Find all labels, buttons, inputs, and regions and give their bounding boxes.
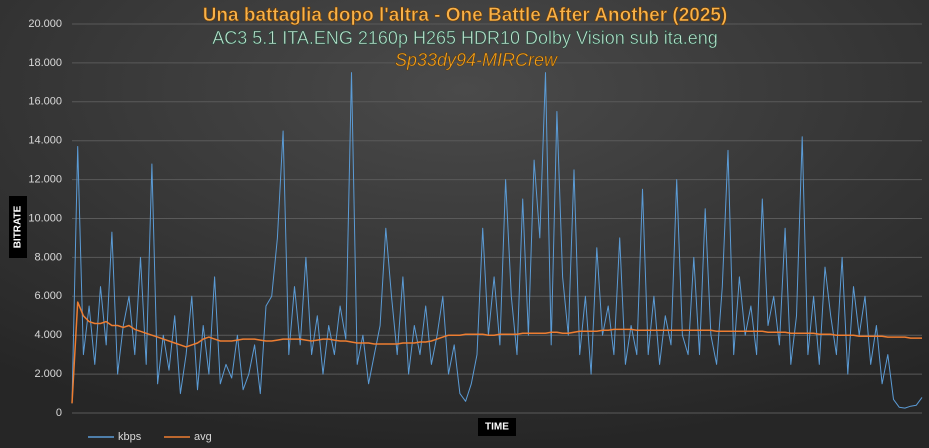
series-line xyxy=(71,301,922,404)
y-label-box xyxy=(9,196,27,258)
y-tick-label: 10.000 xyxy=(28,212,62,224)
y-tick-label: 8.000 xyxy=(34,251,62,263)
series-line xyxy=(71,72,923,409)
chart-title: Una battaglia dopo l'altra - One Battle … xyxy=(203,5,728,26)
chart-subtitle: AC3 5.1 ITA.ENG 2160p H265 HDR10 Dolby V… xyxy=(212,28,718,48)
y-tick-label: 0 xyxy=(56,407,62,419)
y-tick-label: 6.000 xyxy=(34,290,62,302)
chart-credit: Sp33dy94-MIRCrew xyxy=(395,50,558,70)
y-tick-label: 18.000 xyxy=(28,57,62,69)
y-tick-label: 4.000 xyxy=(34,329,62,341)
legend-label: avg xyxy=(194,431,212,443)
y-tick-label: 2.000 xyxy=(34,368,62,380)
x-label-box xyxy=(478,418,516,436)
y-tick-label: 16.000 xyxy=(28,96,62,108)
y-tick-label: 12.000 xyxy=(28,174,62,186)
plot xyxy=(71,72,923,409)
y-tick-label: 14.000 xyxy=(28,135,62,147)
x-axis-label: TIME xyxy=(485,422,509,433)
legend-label: kbps xyxy=(118,431,142,443)
y-axis-label: BITRATE xyxy=(13,205,24,248)
y-tick-label: 20.000 xyxy=(28,18,62,30)
